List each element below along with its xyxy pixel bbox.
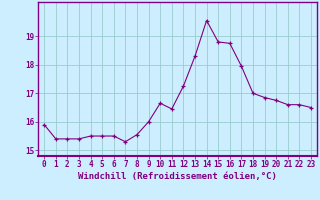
X-axis label: Windchill (Refroidissement éolien,°C): Windchill (Refroidissement éolien,°C) — [78, 172, 277, 181]
